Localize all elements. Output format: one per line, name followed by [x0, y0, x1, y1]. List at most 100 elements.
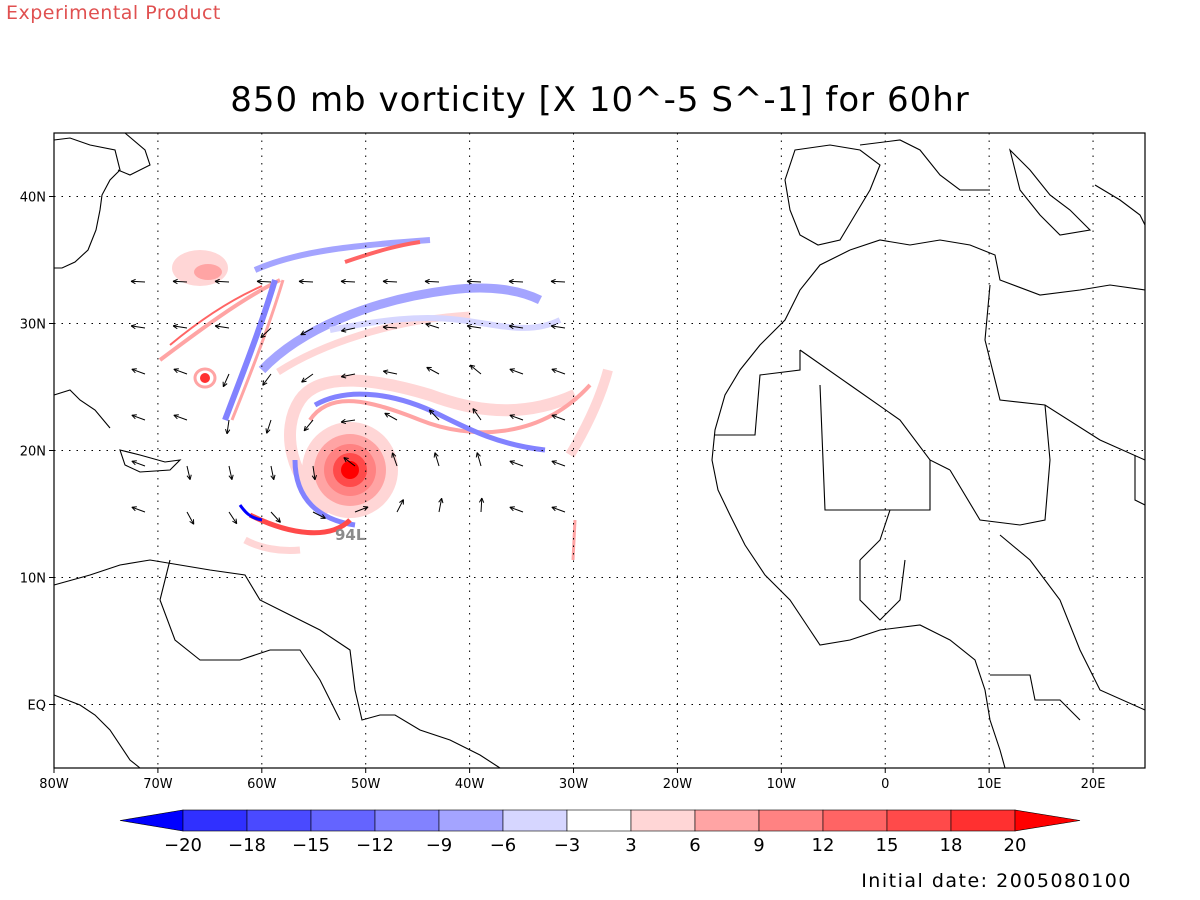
vorticity-band — [158, 278, 281, 362]
wind-arrow — [186, 511, 195, 525]
colorbar-swatch — [950, 809, 1016, 832]
border-mali-burkina — [859, 460, 931, 561]
coastlines — [53, 132, 1146, 769]
lon-label: 20E — [1081, 777, 1106, 792]
wind-arrow — [472, 408, 482, 421]
colorbar-under-triangle — [119, 809, 184, 832]
south-america-coast — [53, 559, 501, 769]
border-ghana-togo — [859, 559, 906, 621]
wind-arrow — [265, 419, 272, 434]
lon-label: 20W — [663, 777, 693, 792]
colorbar-swatch — [246, 809, 312, 832]
wind-arrow — [300, 327, 314, 336]
lat-label: 10N — [20, 572, 46, 587]
vorticity-band — [230, 279, 285, 421]
wind-arrow — [509, 460, 524, 467]
border-sudan — [1134, 455, 1146, 506]
wind-arrow — [130, 278, 146, 285]
lon-label: 30W — [559, 777, 589, 792]
wind-arrow — [508, 278, 524, 285]
wind-arrow — [172, 278, 188, 285]
lon-label: 10E — [977, 777, 1002, 792]
vorticity-ring — [341, 461, 359, 479]
wind-arrow — [172, 323, 188, 330]
map-area: 94L — [53, 132, 1146, 769]
colorbar-swatch — [758, 809, 824, 832]
wind-arrow — [428, 409, 440, 421]
colorbar-swatch — [374, 809, 440, 832]
wind-arrow — [298, 278, 314, 285]
wind-arrow — [311, 465, 317, 481]
colorbar-label: −20 — [164, 835, 202, 856]
vorticity-band — [313, 391, 546, 453]
colorbar-label: 20 — [1004, 835, 1027, 856]
wind-arrow — [424, 278, 440, 285]
wind-arrow — [550, 323, 566, 330]
lon-label: 80W — [39, 777, 69, 792]
graticule — [54, 133, 1145, 768]
colorbar-label: 6 — [689, 835, 700, 856]
colorbar-label: −18 — [228, 835, 266, 856]
vorticity-band — [344, 240, 421, 264]
wind-arrow — [312, 511, 326, 519]
south-america-interior-border — [270, 649, 341, 721]
wind-arrow — [340, 278, 356, 285]
wind-arrow — [550, 278, 566, 285]
wind-arrow — [303, 419, 314, 432]
nova-scotia-coast — [117, 132, 151, 176]
iberia-coast — [784, 144, 881, 246]
border-niger-chad — [949, 404, 1051, 526]
wind-arrow — [130, 323, 146, 330]
wind-arrow — [509, 414, 524, 421]
colorbar-swatch — [502, 809, 568, 832]
wind-arrow — [466, 278, 482, 285]
wind-arrow — [425, 322, 440, 329]
wind-arrow — [173, 368, 188, 375]
vorticity-band — [248, 512, 352, 536]
wind-arrow — [382, 278, 398, 285]
wind-arrow — [262, 373, 272, 386]
initial-date: Initial date: 2005080100 — [861, 870, 1132, 892]
wind-arrow — [478, 497, 485, 513]
wind-arrow — [270, 511, 281, 523]
italy-coast — [1008, 148, 1092, 236]
wind-arrow — [214, 323, 230, 330]
wind-arrow — [438, 497, 444, 513]
lon-label: 70W — [143, 777, 173, 792]
lon-label: 60W — [247, 777, 277, 792]
lon-label: 10W — [767, 777, 797, 792]
vorticity-patch — [200, 373, 210, 383]
wind-arrow — [301, 373, 314, 383]
hispaniola-coast — [119, 449, 182, 473]
border-western-sahara — [715, 350, 801, 436]
wind-arrow — [228, 465, 234, 480]
france-coast — [859, 139, 990, 191]
colorbar-label: 12 — [812, 835, 835, 856]
vorticity-band — [258, 283, 543, 374]
wind-arrow — [433, 452, 440, 467]
lat-label: 30N — [20, 318, 46, 333]
wind-arrow — [173, 414, 188, 421]
colorbar-label: −9 — [426, 835, 453, 856]
wind-arrow — [469, 364, 482, 375]
wind-arrow — [384, 412, 398, 421]
wind-arrow — [475, 452, 482, 467]
wind-arrow — [340, 373, 356, 379]
vorticity-band — [169, 285, 263, 346]
colorbar-swatch — [886, 809, 952, 832]
wind-arrow — [225, 419, 231, 435]
vorticity-patch — [194, 264, 222, 280]
colorbar-over-triangle — [1014, 809, 1081, 832]
vorticity-band — [238, 504, 263, 522]
cuba-coast — [53, 389, 111, 429]
vorticity-band — [253, 237, 431, 273]
africa-west-coast — [711, 249, 1006, 769]
colorbar-label: −12 — [356, 835, 394, 856]
colorbar-label: 3 — [625, 835, 636, 856]
wind-arrow — [382, 369, 398, 375]
vorticity-field — [158, 237, 613, 561]
wind-arrow — [466, 323, 482, 330]
colorbar-swatch — [566, 809, 632, 832]
experimental-product-label: Experimental Product — [6, 2, 221, 24]
wind-arrow — [340, 418, 356, 425]
